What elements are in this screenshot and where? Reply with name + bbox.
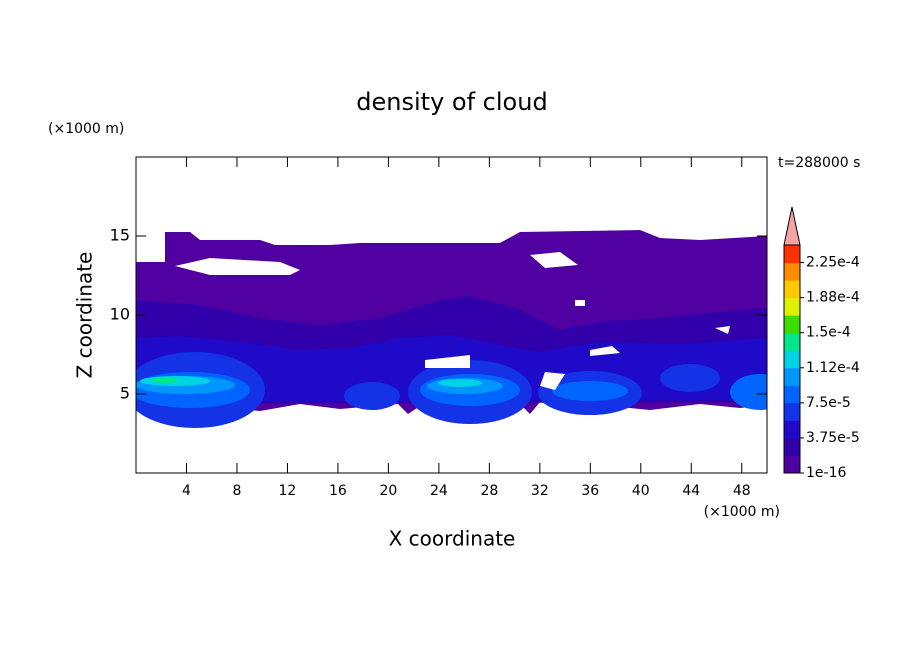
contour-region [730, 374, 767, 410]
colorbar: 1e-16 3.75e-5 7.5e-5 1.12e-4 1.5e-4 1.88e-4 2.… [783, 206, 860, 481]
contour-region [151, 377, 179, 383]
y-tick-label: 15 [110, 226, 130, 245]
colorbar-tick-label: 2.25e-4 [806, 255, 860, 271]
colorbar-frame [783, 244, 801, 474]
x-tick-label: 24 [430, 483, 448, 499]
contour-region [660, 364, 720, 392]
x-unit: (×1000 m) [704, 504, 780, 520]
y-unit: (×1000 m) [48, 121, 124, 137]
colorbar-band [784, 245, 800, 264]
colorbar-band [784, 455, 800, 474]
colorbar-tick-label: 1e-16 [806, 465, 846, 481]
time-annotation: t=288000 s [778, 155, 860, 171]
x-tick-label: 40 [632, 483, 650, 499]
colorbar-tick-label: 1.5e-4 [806, 325, 851, 341]
colorbar-band [784, 350, 800, 369]
y-tick-label: 5 [120, 384, 130, 403]
colorbar-tick-label: 1.88e-4 [806, 290, 860, 306]
contour-region [552, 381, 628, 401]
colorbar-band [784, 402, 800, 421]
contour-region [438, 379, 482, 387]
colorbar-band [784, 280, 800, 299]
x-tick-label: 28 [480, 483, 498, 499]
y-tick-label: 10 [110, 305, 130, 324]
y-axis-label: Z coordinate [73, 252, 97, 379]
colorbar-tick-label: 1.12e-4 [806, 360, 860, 376]
chart-title: density of cloud [356, 88, 547, 116]
x-tick-label: 48 [733, 483, 751, 499]
colorbar-tick-label: 3.75e-5 [806, 430, 860, 446]
colorbar-band [784, 297, 800, 316]
colorbar-band [784, 437, 800, 456]
contour-field [136, 230, 767, 428]
x-tick-label: 12 [279, 483, 297, 499]
colorbar-band [784, 367, 800, 386]
x-tick-label: 4 [182, 483, 191, 499]
colorbar-band [784, 262, 800, 281]
x-tick-label: 20 [379, 483, 397, 499]
colorbar-band [784, 332, 800, 351]
colorbar-band [784, 315, 800, 334]
colorbar-band [784, 420, 800, 439]
x-tick-label: 8 [232, 483, 241, 499]
x-tick-label: 44 [682, 483, 700, 499]
contour-region [344, 382, 400, 410]
empty-region [136, 238, 730, 390]
x-tick-label: 16 [329, 483, 347, 499]
colorbar-tick-label: 7.5e-5 [806, 395, 851, 411]
x-tick-label: 32 [531, 483, 549, 499]
colorbar-extend [783, 206, 801, 246]
x-axis-label: X coordinate [389, 527, 516, 551]
colorbar-band [784, 385, 800, 404]
x-tick-label: 36 [581, 483, 599, 499]
